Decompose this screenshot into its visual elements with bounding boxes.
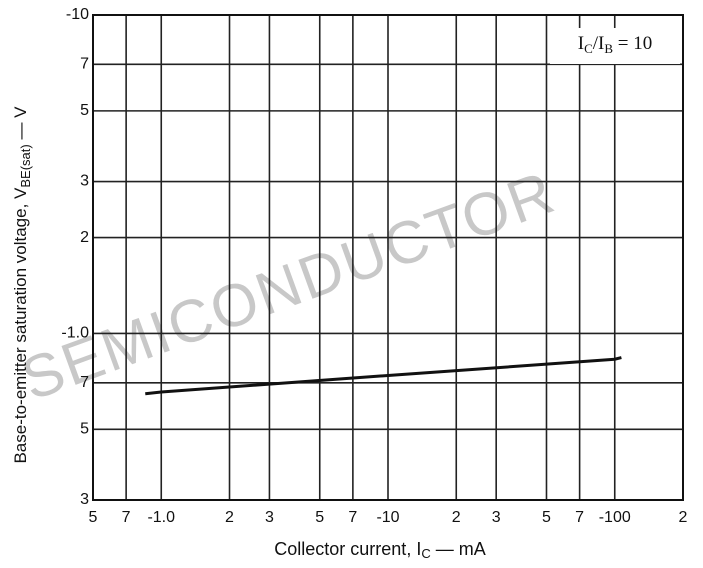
y-tick-label: 7 bbox=[80, 374, 89, 391]
x-tick-label: -10 bbox=[376, 509, 399, 526]
x-tick-label: 7 bbox=[122, 509, 131, 526]
x-tick-label: 5 bbox=[89, 509, 98, 526]
x-tick-label: 7 bbox=[575, 509, 584, 526]
x-tick-label: 2 bbox=[679, 509, 688, 526]
y-tick-label: 2 bbox=[80, 229, 89, 246]
x-tick-label: -1.0 bbox=[147, 509, 175, 526]
annotation-subscript: C bbox=[584, 41, 593, 56]
y-tick-label: -1.0 bbox=[61, 325, 89, 342]
y-tick-label: -10 bbox=[66, 6, 89, 23]
x-axis-label: Collector current, IC — mA bbox=[274, 539, 485, 562]
x-axis-label-subscript: C bbox=[421, 546, 430, 561]
y-axis-label: Base-to-emitter saturation voltage, VBE(… bbox=[11, 106, 33, 464]
y-axis-label-subscript: BE(sat) bbox=[18, 144, 33, 187]
annotation: IC/IB = 10 bbox=[578, 33, 653, 56]
annotation-subscript: B bbox=[604, 41, 613, 56]
x-tick-label: -100 bbox=[599, 509, 631, 526]
x-tick-label: 3 bbox=[265, 509, 274, 526]
y-tick-label: 5 bbox=[80, 421, 89, 438]
annotation-text: = 10 bbox=[613, 33, 652, 54]
x-tick-label: 5 bbox=[542, 509, 551, 526]
x-tick-label: 2 bbox=[225, 509, 234, 526]
watermark: SEMICONDUCTOR bbox=[13, 158, 564, 413]
x-tick-label: 5 bbox=[315, 509, 324, 526]
annotation-box bbox=[550, 28, 680, 64]
x-axis-label-text: Collector current, I bbox=[274, 539, 421, 559]
y-axis-label-text: Base-to-emitter saturation voltage, V bbox=[11, 187, 30, 464]
annotation-text: /I bbox=[593, 33, 605, 54]
plot-frame bbox=[92, 14, 684, 501]
x-axis-label-text: — mA bbox=[431, 539, 486, 559]
x-tick-label: 2 bbox=[452, 509, 461, 526]
x-tick-label: 7 bbox=[348, 509, 357, 526]
data-line bbox=[145, 356, 622, 396]
x-tick-label: 3 bbox=[492, 509, 501, 526]
y-tick-label: 3 bbox=[80, 491, 89, 508]
annotation-text: I bbox=[578, 33, 584, 54]
y-axis-label-text: — V bbox=[11, 106, 30, 144]
y-tick-label: 7 bbox=[80, 56, 89, 73]
y-tick-label: 5 bbox=[80, 102, 89, 119]
y-tick-label: 3 bbox=[80, 173, 89, 190]
